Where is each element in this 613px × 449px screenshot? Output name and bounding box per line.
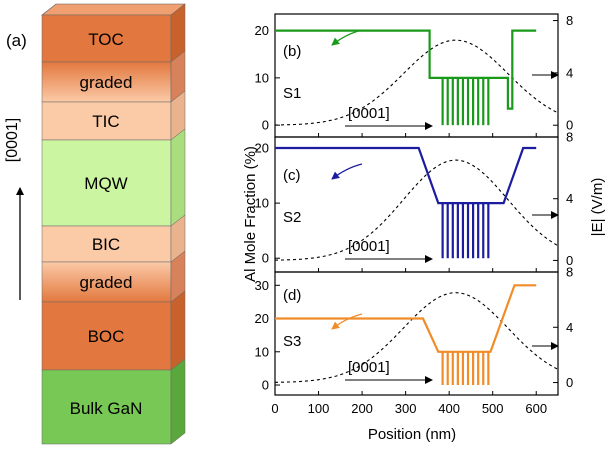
left-tick-label: 10 bbox=[255, 196, 269, 211]
right-tick-label: 8 bbox=[566, 13, 573, 28]
layer-graded-top bbox=[41, 61, 172, 103]
left-axis-pointer-c bbox=[331, 163, 363, 180]
layer-stack-diagram: (a) TOC graded TIC MQW BIC graded BOC Bu… bbox=[4, 3, 186, 445]
layer-label-bic: BIC bbox=[92, 235, 120, 254]
left-axis-pointer-b bbox=[331, 29, 363, 46]
right-tick-label: 4 bbox=[566, 65, 573, 80]
side-boc bbox=[170, 290, 186, 371]
x-tick-label: 300 bbox=[395, 401, 417, 416]
direction-label-b: [0001] bbox=[348, 105, 390, 122]
layer-toc bbox=[41, 14, 172, 63]
x-tick-label: 500 bbox=[482, 401, 504, 416]
layer-label-graded-top: graded bbox=[80, 73, 133, 92]
panel-b-label: (b) bbox=[283, 43, 301, 60]
left-tick-label: 10 bbox=[255, 70, 269, 85]
x-tick-label: 600 bbox=[525, 401, 547, 416]
field-profile-line bbox=[274, 159, 559, 261]
left-tick-label: 20 bbox=[255, 311, 269, 326]
layer-bulk-gan bbox=[41, 369, 172, 445]
right-tick-label: 0 bbox=[566, 253, 573, 268]
left-tick-label: 0 bbox=[262, 378, 269, 393]
plot-frame bbox=[274, 136, 559, 273]
structure-s1-label: S1 bbox=[283, 85, 301, 102]
right-tick-label: 0 bbox=[566, 375, 573, 390]
left-axis-pointer-d bbox=[331, 313, 363, 330]
x-axis-label: Position (nm) bbox=[368, 426, 456, 443]
field-profile-line bbox=[275, 292, 559, 383]
left-tick-label: 10 bbox=[255, 344, 269, 359]
layer-label-bulk-gan: Bulk GaN bbox=[70, 399, 143, 418]
left-axis-label: Al Mole Fraction (%) bbox=[242, 146, 259, 282]
layer-graded-bottom bbox=[41, 261, 172, 303]
panel-d-label: (d) bbox=[283, 287, 301, 304]
right-tick-label: 8 bbox=[566, 265, 573, 280]
layer-mqw bbox=[41, 139, 172, 227]
x-tick-labels: 0 100 200 300 400 500 600 bbox=[271, 401, 547, 416]
stack-top-face bbox=[41, 3, 186, 16]
al-fraction-line bbox=[275, 284, 537, 353]
x-tick-label: 400 bbox=[438, 401, 460, 416]
panel-a-label: (a) bbox=[6, 31, 27, 50]
layer-boc bbox=[41, 301, 172, 371]
right-axis-label: |E| (V/m) bbox=[589, 178, 606, 237]
layer-bic bbox=[41, 225, 172, 263]
side-bulk-gan bbox=[170, 358, 186, 445]
right-tick-label: 4 bbox=[566, 320, 573, 335]
layer-tic bbox=[41, 101, 172, 141]
plot-frame bbox=[274, 271, 559, 396]
structure-s3-label: S3 bbox=[283, 333, 301, 350]
direction-label-c: [0001] bbox=[348, 238, 390, 255]
right-tick-label: 4 bbox=[566, 191, 573, 206]
plot-frame bbox=[274, 13, 559, 138]
growth-direction-label: [0001] bbox=[4, 118, 21, 162]
layer-label-toc: TOC bbox=[88, 30, 124, 49]
right-tick-label: 8 bbox=[566, 130, 573, 145]
direction-label-d: [0001] bbox=[348, 359, 390, 376]
layer-label-graded-bottom: graded bbox=[80, 273, 133, 292]
right-tick-label: 0 bbox=[566, 118, 573, 133]
left-tick-label: 0 bbox=[262, 118, 269, 133]
left-tick-label: 20 bbox=[255, 23, 269, 38]
layer-label-mqw: MQW bbox=[84, 174, 127, 193]
layer-label-tic: TIC bbox=[92, 112, 119, 131]
al-fraction-line bbox=[275, 146, 537, 205]
left-tick-label: 30 bbox=[255, 278, 269, 293]
structure-s2-label: S2 bbox=[283, 209, 301, 226]
left-tick-label: 20 bbox=[255, 141, 269, 156]
al-fraction-line bbox=[275, 29, 537, 110]
field-profile-line bbox=[275, 39, 559, 126]
x-tick-label: 100 bbox=[308, 401, 330, 416]
x-tick-label: 200 bbox=[351, 401, 373, 416]
x-tick-label: 0 bbox=[271, 401, 278, 416]
panel-c-label: (c) bbox=[283, 167, 301, 184]
layer-label-boc: BOC bbox=[88, 327, 125, 346]
side-mqw bbox=[170, 128, 186, 227]
left-tick-label: 0 bbox=[262, 251, 269, 266]
